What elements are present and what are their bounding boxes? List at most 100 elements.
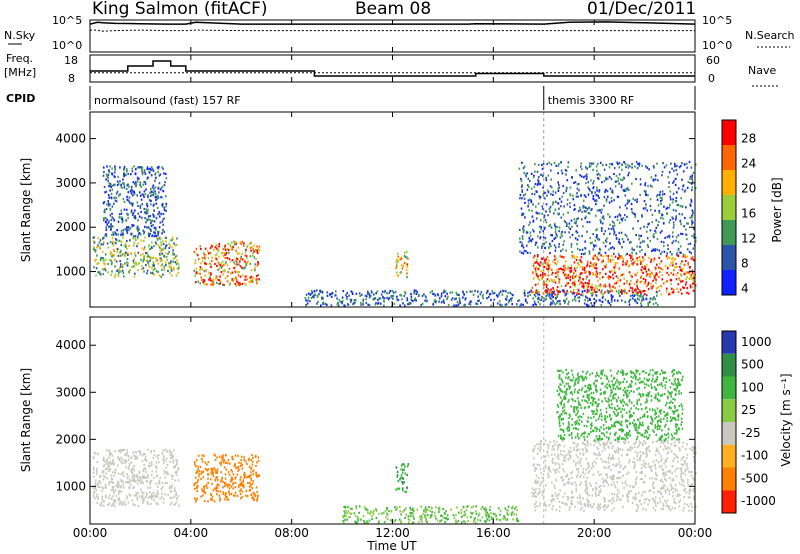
heat-cell: [581, 290, 584, 293]
heat-cell: [527, 177, 530, 180]
heat-cell: [545, 289, 547, 292]
heat-cell: [592, 162, 595, 165]
heat-cell: [92, 486, 95, 490]
heat-cell: [195, 486, 198, 490]
heat-cell: [157, 232, 160, 235]
heat-cell: [684, 462, 686, 465]
heat-cell: [541, 490, 544, 493]
heat-cell: [615, 234, 617, 237]
heat-cell: [662, 507, 664, 510]
heat-cell: [629, 286, 632, 289]
heat-cell: [647, 304, 650, 307]
heat-cell: [577, 456, 579, 459]
heat-cell: [178, 266, 180, 269]
heat-cell: [251, 280, 254, 283]
heat-cell: [672, 217, 674, 220]
heat-cell: [665, 207, 668, 210]
heat-cell: [560, 476, 562, 479]
heat-cell: [243, 458, 245, 461]
heat-cell: [634, 293, 636, 297]
heat-cell: [553, 302, 555, 305]
heat-cell: [690, 198, 693, 201]
heat-cell: [646, 166, 649, 169]
heat-cell: [579, 206, 581, 209]
heat-cell: [534, 302, 536, 305]
heat-cell: [235, 466, 237, 470]
heat-cell: [551, 453, 553, 456]
heat-cell: [676, 173, 679, 176]
heat-cell: [231, 457, 234, 460]
heat-cell: [635, 481, 637, 484]
heat-cell: [218, 267, 221, 270]
heat-cell: [590, 208, 592, 211]
heat-cell: [594, 274, 597, 277]
heat-cell: [249, 255, 252, 258]
heat-cell: [541, 245, 543, 248]
heat-cell: [305, 304, 307, 307]
heat-cell: [207, 477, 209, 480]
heat-cell: [676, 191, 678, 194]
heat-cell: [127, 229, 129, 232]
heat-cell: [108, 182, 110, 185]
heat-cell: [691, 255, 694, 259]
heat-cell: [635, 177, 637, 181]
heat-cell: [613, 172, 615, 176]
heat-cell: [622, 189, 625, 192]
heat-cell: [164, 172, 167, 176]
heat-cell: [383, 291, 386, 294]
heat-cell: [574, 275, 577, 278]
heat-cell: [397, 487, 399, 490]
heat-cell: [679, 265, 681, 269]
heat-cell: [592, 473, 595, 476]
heat-cell: [546, 267, 548, 271]
heat-cell: [647, 283, 649, 286]
heat-cell: [597, 252, 600, 255]
heat-cell: [224, 244, 226, 247]
heat-cell: [532, 230, 535, 233]
heat-cell: [132, 237, 134, 240]
heat-cell: [552, 292, 554, 295]
heat-cell: [680, 251, 682, 254]
heat-cell: [652, 303, 655, 306]
heat-cell: [681, 260, 683, 263]
heat-cell: [610, 295, 613, 298]
heat-cell: [156, 166, 159, 169]
heat-cell: [583, 194, 586, 197]
heat-cell: [151, 497, 153, 501]
heat-cell: [547, 446, 550, 450]
heat-cell: [649, 184, 652, 187]
heat-cell: [633, 467, 635, 470]
heat-cell: [404, 291, 406, 294]
heat-cell: [566, 282, 569, 285]
heat-cell: [105, 494, 107, 497]
heat-cell: [514, 507, 516, 510]
heat-cell: [137, 482, 139, 485]
heat-cell: [307, 296, 310, 299]
heat-cell: [109, 185, 111, 188]
heat-cell: [667, 442, 669, 445]
heat-cell: [532, 297, 534, 300]
heat-cell: [504, 289, 506, 292]
heat-cell: [615, 237, 618, 240]
heat-cell: [631, 275, 633, 278]
heat-cell: [594, 267, 597, 270]
heat-cell: [240, 255, 242, 258]
heat-cell: [126, 231, 129, 234]
heat-cell: [643, 258, 645, 261]
heat-cell: [564, 301, 566, 304]
heat-cell: [154, 186, 157, 189]
heat-cell: [594, 486, 597, 489]
heat-cell: [574, 285, 576, 288]
heat-cell: [538, 278, 541, 282]
heat-cell: [534, 503, 536, 506]
heat-cell: [153, 235, 156, 238]
heat-cell: [132, 202, 134, 205]
heat-cell: [659, 252, 662, 256]
heat-cell: [197, 468, 199, 471]
heat-cell: [655, 504, 657, 507]
heat-cell: [111, 477, 114, 481]
heat-cell: [238, 270, 240, 274]
heat-cell: [692, 278, 694, 282]
heat-cell: [219, 499, 221, 502]
heat-cell: [612, 285, 614, 288]
